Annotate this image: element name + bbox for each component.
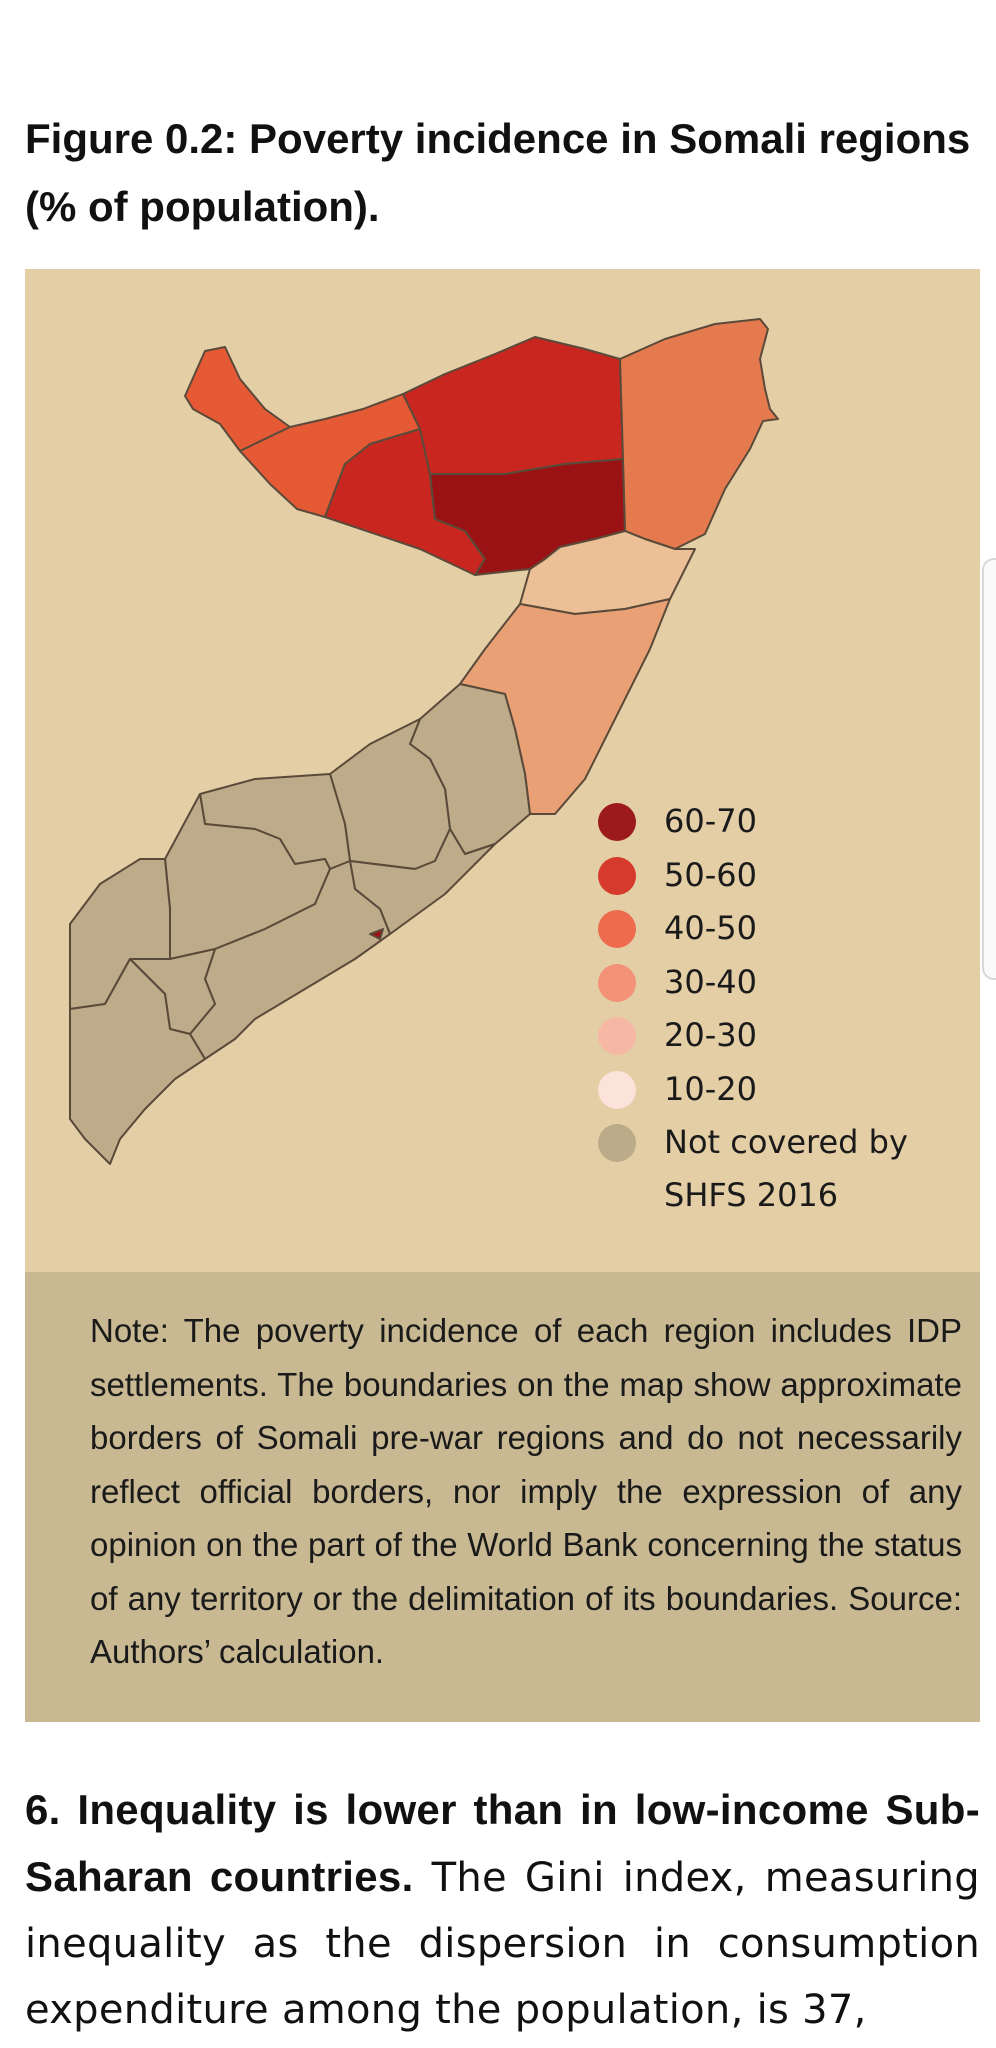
legend-item: 30-40: [598, 960, 958, 1014]
body-paragraph: 6. Inequality is lower than in low-incom…: [25, 1777, 980, 2043]
paragraph-text: The Gini index, measuring inequality as …: [25, 1855, 980, 2033]
legend-label: 40-50: [664, 909, 757, 947]
legend-label: 60-70: [664, 802, 757, 840]
note-text: Note: The poverty incidence of each regi…: [90, 1312, 962, 1670]
map-panel: 60-70 50-60 40-50 30-40 20-30 10-20 Not …: [25, 269, 980, 1272]
legend-label: 20-30: [664, 1016, 757, 1054]
legend-swatch-40-50: [598, 910, 636, 948]
legend-label: 10-20: [664, 1069, 757, 1108]
legend-swatch-50-60: [598, 856, 636, 895]
legend-label: Not covered by SHFS 2016: [664, 1123, 908, 1214]
somalia-map: [69, 318, 779, 1165]
legend-item: 60-70: [598, 799, 958, 853]
legend-item: 50-60: [598, 853, 958, 907]
map-legend: 60-70 50-60 40-50 30-40 20-30 10-20 Not …: [598, 799, 958, 1214]
region-banadir: [369, 928, 384, 940]
legend-label: 30-40: [664, 962, 757, 1001]
note-panel: Note: The poverty incidence of each regi…: [25, 1272, 980, 1722]
legend-label: 50-60: [664, 855, 757, 894]
legend-swatch-60-70: [598, 803, 636, 841]
legend-swatch-30-40: [598, 963, 636, 1002]
figure-title: Figure 0.2: Poverty incidence in Somali …: [25, 115, 971, 230]
legend-item: 40-50: [598, 906, 958, 960]
legend-swatch-10-20: [598, 1070, 636, 1109]
legend-item: 20-30: [598, 1013, 958, 1067]
legend-item: Not covered by SHFS 2016: [598, 1120, 958, 1214]
legend-swatch-not-covered: [598, 1124, 636, 1162]
legend-item: 10-20: [598, 1067, 958, 1121]
paragraph-lead: 6. Inequality is lower than in low-incom…: [25, 1786, 980, 1900]
region-bari: [619, 318, 779, 550]
region-lower-juba: [69, 958, 206, 1165]
legend-swatch-20-30: [598, 1017, 636, 1055]
scroll-handle[interactable]: [982, 558, 996, 980]
region-awdal: [184, 346, 291, 452]
region-sanaag: [402, 336, 624, 475]
